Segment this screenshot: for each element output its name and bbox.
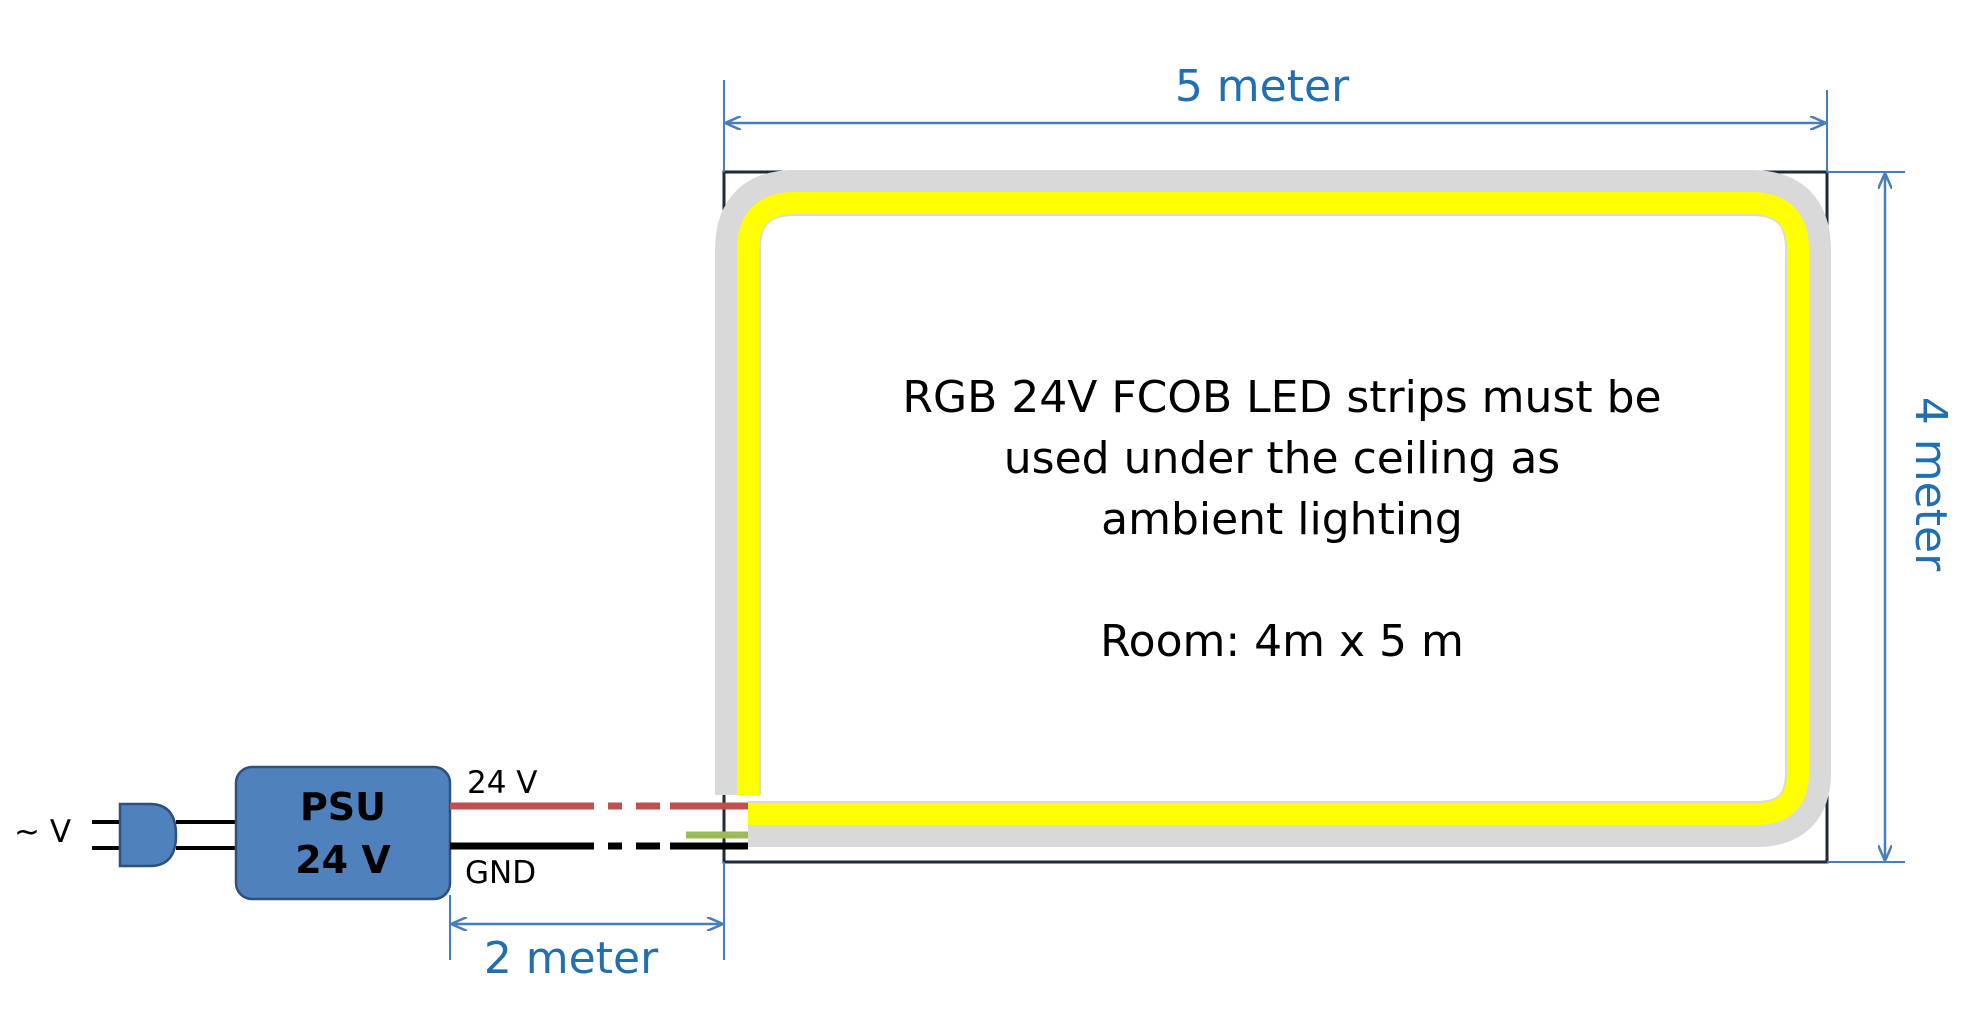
psu-box bbox=[234, 765, 452, 901]
led-strip-led bbox=[737, 192, 1809, 825]
plug-icon bbox=[118, 802, 178, 868]
room-size-label: Room: 4m x 5 m bbox=[1100, 616, 1464, 667]
psu-label-line1: PSU bbox=[300, 785, 386, 829]
mains-label: ~ V bbox=[14, 814, 71, 850]
description-line1: RGB 24V FCOB LED strips must be bbox=[902, 372, 1661, 423]
ground-wire-label: GND bbox=[465, 855, 536, 891]
positive-wire-label: 24 V bbox=[467, 765, 538, 801]
height-dimension-label: 4 meter bbox=[1905, 397, 1956, 572]
psu-label-line2: 24 V bbox=[295, 838, 391, 882]
room-outline bbox=[722, 170, 1829, 864]
description-line2: used under the ceiling as bbox=[1004, 433, 1560, 484]
cable-dimension-label: 2 meter bbox=[484, 933, 659, 984]
description-line3: ambient lighting bbox=[1101, 494, 1463, 545]
width-dimension-label: 5 meter bbox=[1175, 61, 1350, 112]
